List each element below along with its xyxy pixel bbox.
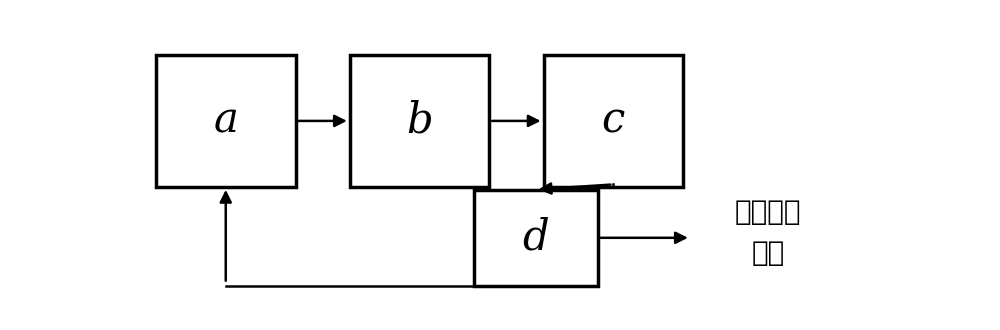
Bar <box>544 55 683 187</box>
Text: a: a <box>213 100 238 142</box>
Bar <box>156 55 296 187</box>
Text: d: d <box>522 217 549 259</box>
Text: 微波信号: 微波信号 <box>735 198 802 226</box>
Text: c: c <box>602 100 625 142</box>
Bar <box>474 189 598 286</box>
Bar <box>350 55 489 187</box>
Text: b: b <box>406 100 433 142</box>
Text: 输出: 输出 <box>752 239 785 267</box>
